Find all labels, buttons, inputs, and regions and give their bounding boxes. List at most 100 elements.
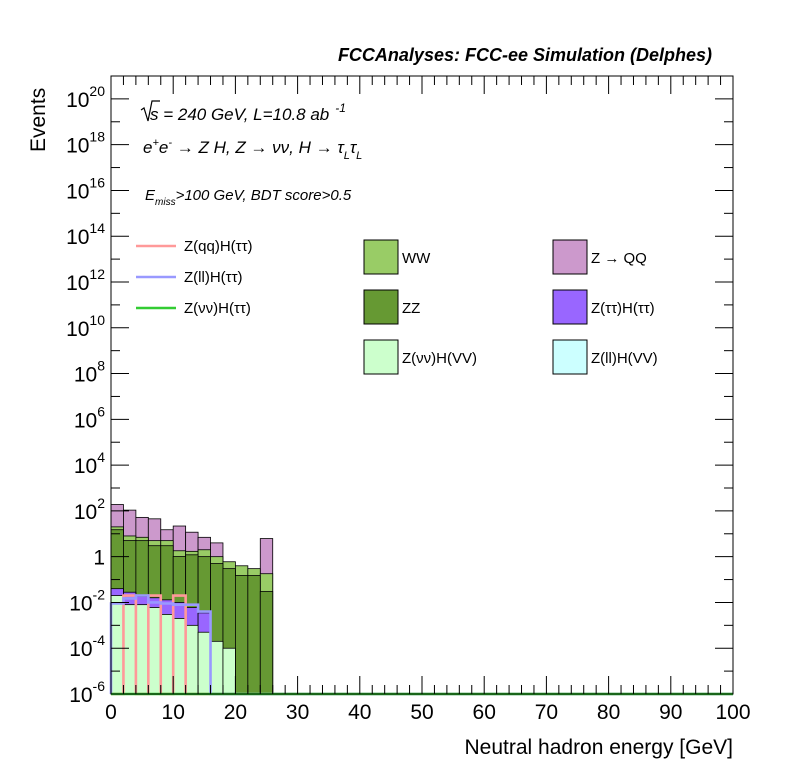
x-tick-label: 40 bbox=[348, 701, 371, 724]
x-tick-label: 80 bbox=[597, 701, 620, 724]
y-tick-base: 10 bbox=[74, 501, 97, 524]
legend-box-label: Z(νν)H(VV) bbox=[402, 350, 477, 367]
y-tick-base: 10 bbox=[66, 180, 89, 203]
y-tick-exponent: 10 bbox=[89, 312, 105, 328]
y-tick-exponent: 2 bbox=[97, 495, 105, 511]
y-tick-label: 10-4 bbox=[69, 632, 105, 661]
plot-frame bbox=[110, 75, 734, 695]
legend: Z(qq)H(ττ) Z(ll)H(ττ) Z(νν)H(ττ) WW Z → QQ ZZ… bbox=[136, 238, 658, 375]
bar-zz bbox=[259, 591, 274, 695]
annotation-energy: s = 240 GeV, L=10.8 ab -1 bbox=[140, 100, 346, 124]
legend-box-label: Z(ll)H(VV) bbox=[591, 350, 658, 367]
process-sub2: L bbox=[356, 150, 362, 162]
x-axis-label: Neutral hadron energy [GeV] bbox=[465, 736, 734, 759]
bar-z-h-vv bbox=[135, 604, 149, 695]
x-tick-label: 100 bbox=[715, 701, 750, 724]
bar-z-h-vv bbox=[197, 631, 211, 695]
y-tick-base: 10 bbox=[74, 409, 97, 432]
y-tick-base: 10 bbox=[66, 272, 89, 295]
bar-zz bbox=[234, 575, 249, 695]
y-tick-base: 10 bbox=[74, 364, 97, 387]
x-tick-label: 10 bbox=[162, 701, 185, 724]
bar-zz bbox=[247, 575, 261, 695]
legend-box-label: ZZ bbox=[402, 300, 420, 317]
svg-text:s = 240 GeV, L=10.8 ab-1: s = 240 GeV, L=10.8 ab -1 bbox=[150, 101, 346, 124]
y-tick-label: 10-2 bbox=[69, 586, 105, 615]
bar-z-h-vv bbox=[110, 595, 124, 695]
y-tick-exponent: 20 bbox=[89, 83, 105, 99]
bar-z-h-vv bbox=[123, 604, 137, 695]
legend-box-label: WW bbox=[402, 250, 431, 267]
y-tick-label: 104 bbox=[74, 449, 105, 478]
process-tau2: τ bbox=[350, 138, 358, 157]
y-tick-label: 1012 bbox=[66, 266, 105, 295]
chart-title: FCCAnalyses: FCC-ee Simulation (Delphes) bbox=[338, 45, 712, 65]
legend-line-label: Z(qq)H(ττ) bbox=[184, 238, 253, 255]
legend-box-swatch bbox=[552, 239, 588, 275]
y-tick-label: 102 bbox=[74, 495, 105, 524]
bar-z-h-vv bbox=[210, 640, 224, 695]
y-tick-label: 1010 bbox=[66, 312, 105, 341]
y-tick-base: 10 bbox=[74, 455, 97, 478]
energy-text: = 240 GeV, L=10.8 ab bbox=[159, 105, 330, 124]
y-tick-exponent: 4 bbox=[97, 449, 105, 465]
y-tick-base: 1 bbox=[93, 547, 105, 570]
x-tick-label: 90 bbox=[659, 701, 682, 724]
energy-exp: -1 bbox=[335, 101, 346, 115]
y-tick-base: 10 bbox=[66, 135, 89, 158]
legend-box-label: Z → QQ bbox=[591, 250, 647, 267]
y-tick-exponent: 8 bbox=[97, 358, 105, 374]
y-tick-exponent: -2 bbox=[93, 586, 106, 602]
legend-box-swatch bbox=[552, 289, 588, 325]
sqrt-symbol bbox=[140, 100, 160, 122]
process-sub1: L bbox=[344, 150, 350, 162]
bar-z-h-vv bbox=[185, 624, 199, 695]
process-main: → Z H, Z → νν, H → τ bbox=[172, 138, 345, 157]
y-tick-label: 108 bbox=[74, 358, 105, 387]
legend-box-swatch bbox=[552, 339, 588, 375]
legend-box-swatch bbox=[363, 289, 399, 325]
process-e1: e bbox=[143, 138, 152, 157]
annotation-cuts: Emiss>100 GeV, BDT score>0.5 bbox=[145, 187, 352, 208]
y-tick-label: 1016 bbox=[66, 174, 105, 203]
bar-z-h-vv bbox=[222, 647, 236, 695]
legend-line-label: Z(ll)H(ττ) bbox=[184, 269, 243, 286]
y-tick-base: 10 bbox=[66, 89, 89, 112]
energy-s: s bbox=[150, 105, 159, 124]
y-axis-label: Events bbox=[27, 88, 50, 152]
bar-z-h-vv bbox=[160, 614, 174, 695]
bar-z-h-vv bbox=[172, 618, 187, 695]
process-e2-sup: - bbox=[168, 137, 172, 149]
bar-z-h-vv bbox=[147, 607, 162, 695]
y-tick-base: 10 bbox=[69, 592, 92, 615]
legend-box-label: Z(ττ)H(ττ) bbox=[591, 300, 655, 317]
y-tick-exponent: 14 bbox=[89, 220, 105, 236]
cut-sub: miss bbox=[155, 197, 176, 208]
y-tick-label: 106 bbox=[74, 403, 105, 432]
y-tick-base: 10 bbox=[66, 226, 89, 249]
cut-text: >100 GeV, BDT score>0.5 bbox=[176, 187, 352, 204]
y-tick-base: 10 bbox=[66, 318, 89, 341]
y-tick-base: 10 bbox=[69, 638, 92, 661]
legend-line-label: Z(νν)H(ττ) bbox=[184, 300, 251, 317]
y-tick-label: 1018 bbox=[66, 129, 105, 158]
y-tick-exponent: 16 bbox=[89, 174, 105, 190]
axis-ticks: 0 10 20 30 40 50 60 70 80 90 100102010181016101410… bbox=[66, 75, 751, 724]
cut-e: E bbox=[145, 187, 156, 204]
y-tick-exponent: -6 bbox=[93, 678, 106, 694]
y-tick-label: 1014 bbox=[66, 220, 105, 249]
y-tick-label: 1 bbox=[93, 547, 105, 570]
x-tick-label: 70 bbox=[535, 701, 558, 724]
y-tick-label: 1020 bbox=[66, 83, 105, 112]
process-e2: e bbox=[159, 138, 168, 157]
y-tick-exponent: 12 bbox=[89, 266, 105, 282]
x-tick-label: 20 bbox=[224, 701, 247, 724]
y-tick-exponent: 6 bbox=[97, 403, 105, 419]
y-tick-label: 10-6 bbox=[69, 678, 105, 707]
x-tick-label: 0 bbox=[105, 701, 117, 724]
y-tick-exponent: -4 bbox=[93, 632, 106, 648]
legend-box-swatch bbox=[363, 339, 399, 375]
x-tick-label: 30 bbox=[286, 701, 309, 724]
x-tick-label: 50 bbox=[410, 701, 433, 724]
